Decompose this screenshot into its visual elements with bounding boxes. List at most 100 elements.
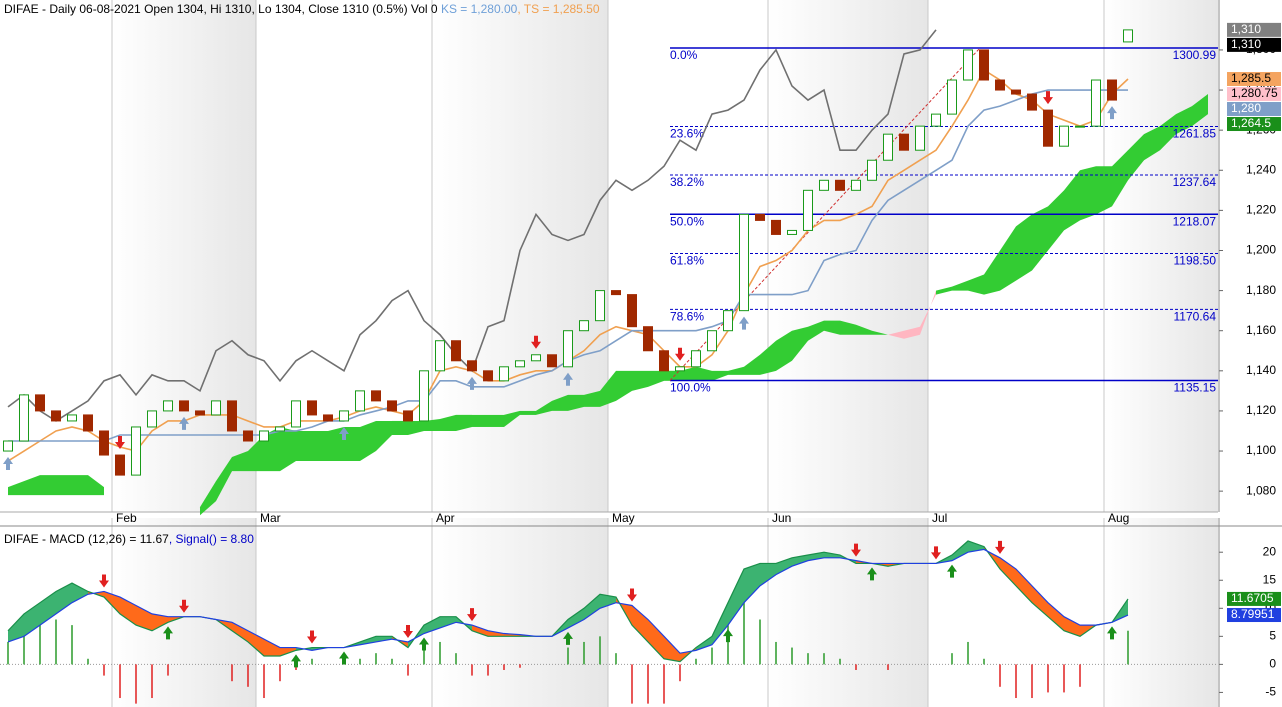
macd-fill (968, 540, 984, 553)
candle (1059, 125, 1069, 147)
x-tick-label: Jul (932, 511, 947, 525)
buy-arrow (739, 316, 749, 330)
title-part: DIFAE - MACD (12,26) = 11.67 (4, 532, 169, 546)
cloud-segment (360, 420, 376, 462)
cloud-segment (616, 370, 632, 401)
candle (659, 350, 669, 372)
macd-fill (232, 622, 248, 642)
cloud-segment (72, 475, 88, 496)
candle (1123, 29, 1133, 43)
macd-fill (280, 647, 296, 656)
candle (883, 133, 893, 161)
cloud-segment (8, 481, 24, 496)
macd-fill (664, 636, 680, 662)
candle (899, 133, 909, 151)
cloud-segment (1112, 150, 1128, 207)
chart-title: DIFAE - Daily 06-08-2021 Open 1304, Hi 1… (4, 2, 600, 16)
macd-fill (600, 594, 616, 609)
buy-arrow (723, 629, 733, 643)
fib-ratio: 0.0% (670, 48, 698, 62)
sell-arrow (531, 335, 541, 349)
fib-trend (669, 47, 981, 381)
macd-fill (824, 552, 840, 558)
month-band (1104, 0, 1218, 512)
candle (867, 159, 877, 181)
cloud-segment (584, 390, 600, 407)
candle (355, 390, 365, 412)
month-band (0, 0, 112, 512)
cloud-segment (760, 340, 776, 375)
candle (547, 354, 557, 368)
candle (403, 410, 413, 422)
fib-value: 1198.50 (1174, 254, 1217, 268)
cloud-segment (920, 290, 936, 335)
cloud-segment (568, 394, 584, 411)
fib-value: 1300.99 (1173, 48, 1217, 62)
cloud-segment (40, 475, 56, 496)
cloud-segment (776, 330, 792, 371)
candle (931, 113, 941, 127)
macd-fill (792, 555, 808, 567)
cloud-segment (328, 426, 344, 462)
cloud-segment (520, 410, 536, 415)
macd-fill (72, 583, 88, 603)
cloud-segment (24, 475, 40, 496)
cloud-segment (1176, 106, 1192, 135)
cloud-segment (344, 426, 360, 462)
value-tag (1227, 22, 1281, 37)
macd-fill (8, 613, 24, 642)
candle (979, 49, 989, 81)
cloud-segment (824, 320, 840, 335)
value-tag (1227, 102, 1281, 117)
cloud-segment (280, 426, 296, 472)
candle (339, 410, 349, 422)
y-tick-label: 20 (1263, 544, 1277, 558)
candle (563, 330, 573, 368)
cloud-segment (408, 420, 424, 435)
cloud-segment (1032, 206, 1048, 271)
sell-arrow (99, 574, 109, 588)
candle (179, 400, 189, 412)
buy-arrow (1107, 106, 1117, 120)
candle (755, 213, 765, 221)
cloud-segment (952, 280, 968, 291)
candle (771, 219, 781, 235)
value-tag (1227, 608, 1281, 623)
value-tag-label: 1,285.5 (1231, 71, 1271, 85)
cloud-segment (1160, 114, 1176, 151)
month-band (432, 0, 608, 512)
y-tick-label: 1,120 (1246, 403, 1276, 417)
candle (83, 414, 93, 432)
cloud-segment (440, 414, 456, 431)
fib-ratio: 78.6% (670, 310, 704, 324)
cloud-segment (696, 366, 712, 381)
cloud-segment (792, 326, 808, 361)
macd-fill (120, 597, 136, 626)
candle (1091, 79, 1101, 127)
month-band (256, 518, 432, 707)
macd-fill (264, 639, 280, 656)
candle (579, 320, 589, 332)
y-tick-label: 1,180 (1246, 283, 1276, 297)
candle (67, 414, 77, 422)
cloud-segment (856, 324, 872, 335)
candle (35, 394, 45, 412)
buy-arrow (3, 457, 13, 471)
candle (851, 179, 861, 191)
sell-arrow (115, 436, 125, 450)
value-tag (1227, 591, 1281, 606)
cloud-segment (1048, 190, 1064, 251)
macd-fill (744, 563, 760, 603)
macd-fill (1016, 569, 1032, 603)
candle (963, 49, 973, 81)
cloud-segment (88, 475, 104, 496)
macd-fill (472, 625, 488, 637)
macd-fill (1000, 557, 1016, 586)
x-tick-label: Jun (772, 511, 791, 525)
buy-arrow (163, 626, 173, 640)
buy-arrow (563, 631, 573, 645)
cloud-segment (984, 250, 1000, 295)
value-tag (1227, 117, 1281, 132)
buy-arrow (291, 654, 301, 668)
candle (163, 400, 173, 412)
